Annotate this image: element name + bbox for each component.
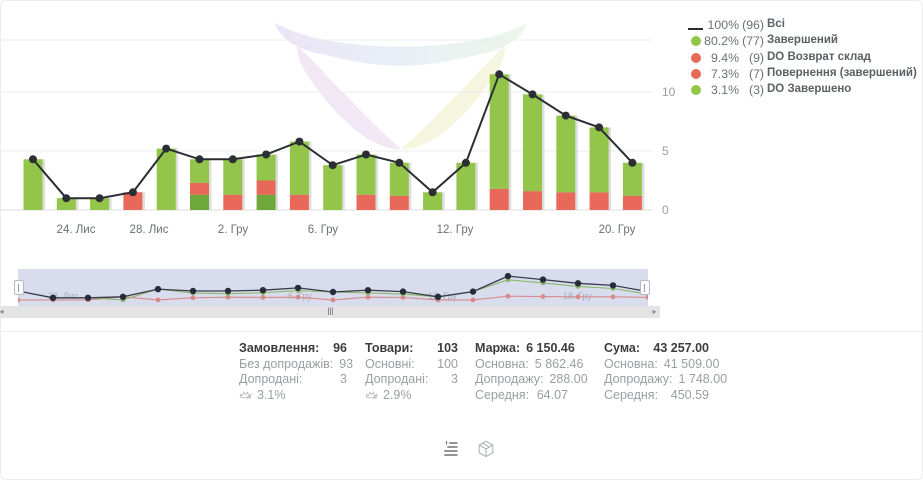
- svg-text:12. Гру: 12. Гру: [437, 224, 474, 236]
- svg-text:0: 0: [662, 203, 669, 217]
- svg-text:6. Гру: 6. Гру: [288, 291, 312, 301]
- svg-text:2. Гру: 2. Гру: [218, 224, 249, 236]
- svg-text:6. Гру: 6. Гру: [308, 224, 339, 236]
- svg-text:24. Лис: 24. Лис: [57, 224, 96, 236]
- svg-text:20. Гру: 20. Гру: [599, 224, 636, 236]
- svg-text:28. Лис: 28. Лис: [130, 224, 169, 236]
- svg-text:5: 5: [662, 144, 669, 158]
